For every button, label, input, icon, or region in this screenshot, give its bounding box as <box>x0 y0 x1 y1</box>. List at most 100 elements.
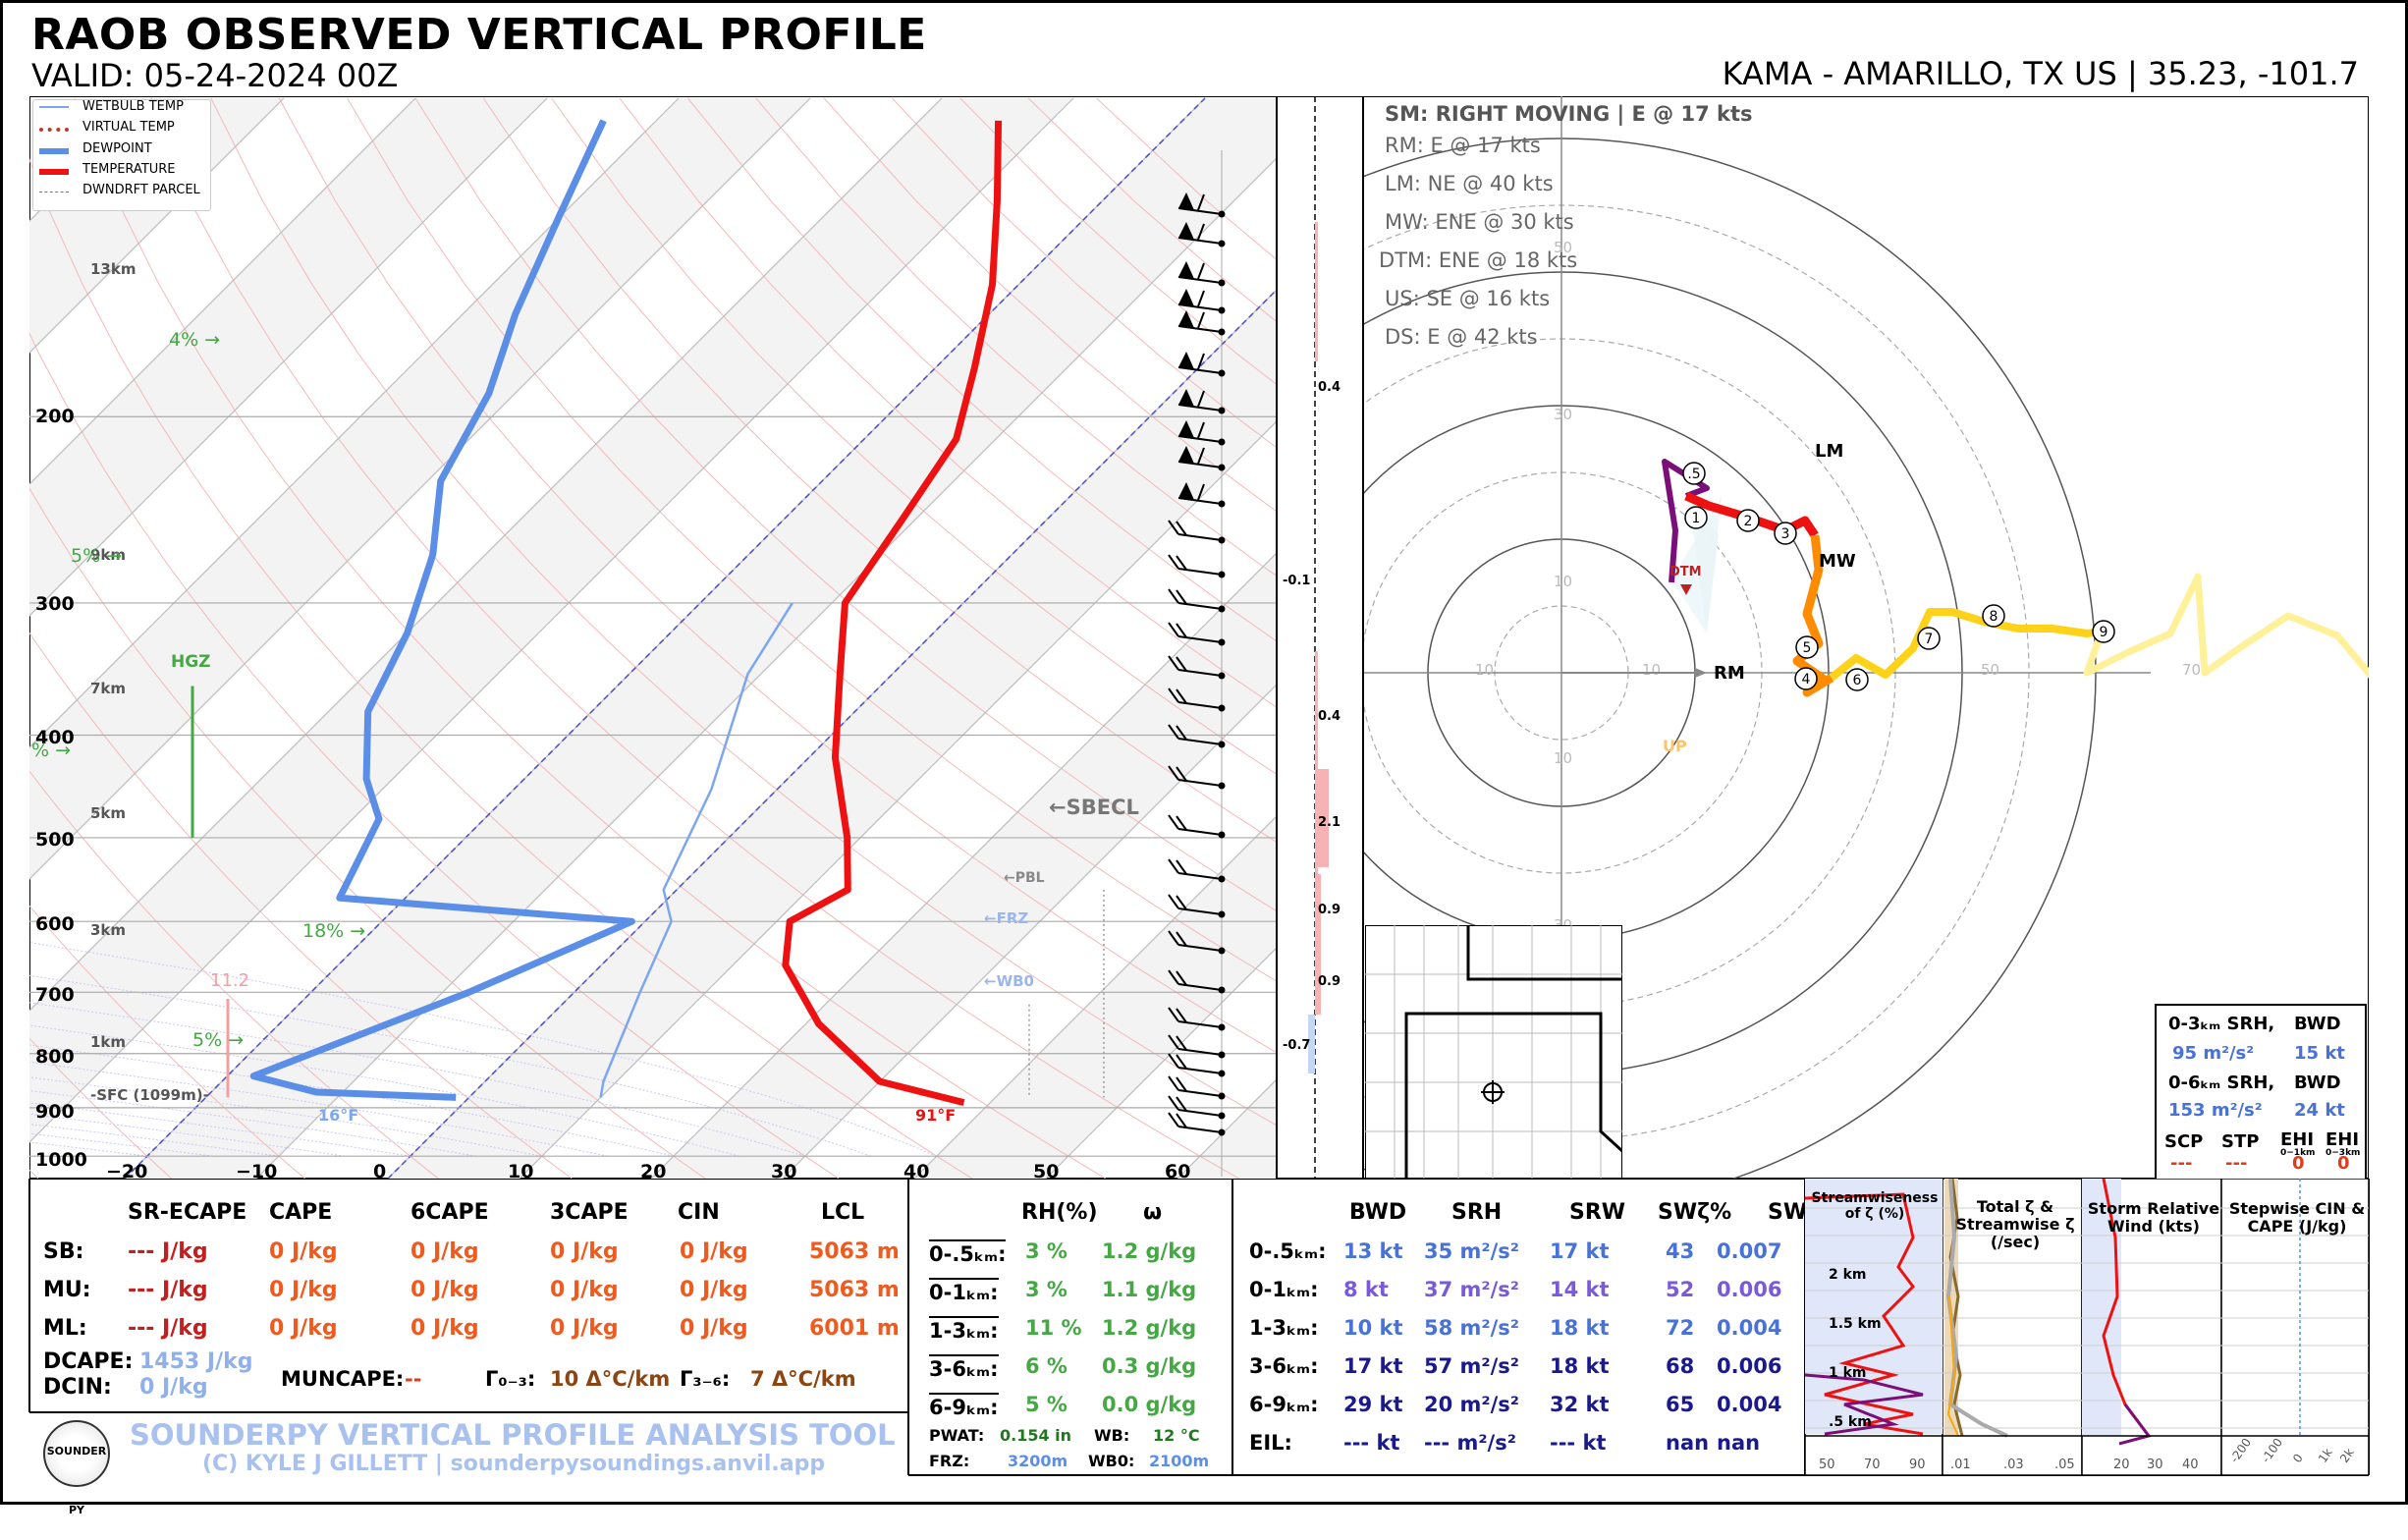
wind-barb <box>1177 192 1226 218</box>
ehi1-value: 0 <box>2292 1153 2305 1174</box>
thermo-cell: 0 J/kg <box>269 1239 338 1264</box>
ring-label: 30 <box>1554 406 1572 423</box>
height-label: 5km <box>90 804 127 822</box>
kin-cell: 58 m²/s² <box>1424 1316 1519 1340</box>
kin-cell: 57 m²/s² <box>1424 1354 1519 1378</box>
height-label: 9km <box>90 546 127 564</box>
wind-barb <box>1168 655 1226 680</box>
lr36-value: 7 Δ°C/km <box>750 1367 856 1391</box>
rh-label: 4% → <box>169 329 221 351</box>
kin-cell: --- m²/s² <box>1424 1431 1516 1455</box>
kin-cell: 18 kt <box>1550 1316 1610 1340</box>
dcin-value: 0 J/kg <box>139 1375 208 1400</box>
frz-value: 3200m <box>1008 1452 1068 1470</box>
up-label: UP <box>1663 737 1687 755</box>
kin-header: BWD <box>1349 1200 1407 1225</box>
mini-tick: .01 <box>1950 1458 1971 1472</box>
hodo-segment-0-1km <box>1662 459 1710 583</box>
height-label: -SFC (1099m)- <box>90 1086 209 1104</box>
rh-label: 5% → <box>71 545 123 567</box>
mini-height-label: 1.5 km <box>1829 1316 1882 1332</box>
hodo-segment-1-3km <box>1684 491 1819 538</box>
temp-tick: 0 <box>373 1161 387 1182</box>
wind-barb <box>1168 724 1226 748</box>
kin-cell: 68 <box>1666 1354 1695 1378</box>
thermo-cell: 0 J/kg <box>680 1278 748 1302</box>
legend-virtual: VIRTUAL TEMP <box>82 120 175 135</box>
station-location: KAMA - AMARILLO, TX US | 35.23, -101.7 <box>1722 55 2359 92</box>
kin-cell: 72 <box>1666 1316 1695 1340</box>
dcape-label: DCAPE: <box>43 1349 134 1374</box>
mini-title-cin-cape: Stepwise CIN & CAPE (J/kg) <box>2228 1199 2366 1236</box>
kin-cell: 35 m²/s² <box>1424 1239 1519 1263</box>
moist-rh: 6 % <box>1025 1354 1067 1378</box>
skewt-legend: WETBULB TEMP VIRTUAL TEMP DEWPOINT TEMPE… <box>32 99 211 211</box>
thermo-row-label: SB: <box>43 1239 84 1264</box>
wind-barb <box>1177 446 1226 471</box>
streamwise-line <box>1805 1192 1924 1436</box>
wind-barb <box>1168 765 1226 790</box>
thermo-cell: 0 J/kg <box>550 1316 619 1341</box>
lr03-value: 10 Δ°C/km <box>550 1367 671 1391</box>
mini-height-label: 1 km <box>1829 1365 1867 1381</box>
omega-bar <box>1315 874 1321 970</box>
wind-barb <box>1168 520 1226 544</box>
dtm-label: DTM <box>1669 565 1702 579</box>
thermo-cell: --- J/kg <box>128 1278 208 1302</box>
valid-time: VALID: 05-24-2024 00Z <box>31 57 399 94</box>
wind-barb <box>1177 289 1226 314</box>
wind-barb <box>1177 420 1226 446</box>
storm-motion-title: SM: RIGHT MOVING | E @ 17 kts <box>1385 102 1753 126</box>
kin-row-label: 1-3ₖₘ: <box>1249 1316 1319 1340</box>
pressure-tick: 700 <box>35 984 75 1006</box>
kin-row-label: 6-9ₖₘ: <box>1249 1393 1319 1416</box>
skewt-plot <box>29 96 1277 1179</box>
wind-barb <box>1168 688 1226 712</box>
temp-tick: 20 <box>640 1161 667 1182</box>
wind-barb <box>1177 222 1226 248</box>
brand-title: SOUNDERPY VERTICAL PROFILE ANALYSIS TOOL <box>130 1418 896 1452</box>
temp-tick: 60 <box>1165 1161 1191 1182</box>
storm-motion-item: DS: E @ 42 kts <box>1385 325 1538 349</box>
moist-rh: 3 % <box>1025 1278 1067 1301</box>
total-vorticity-line <box>1948 1179 1964 1437</box>
thermo-row-label: MU: <box>43 1278 91 1302</box>
ehi3-label: EHI <box>2326 1129 2360 1150</box>
wb0-label: ←WB0 <box>984 972 1034 990</box>
omega-label: -0.1 <box>1283 574 1310 588</box>
svg-text:7: 7 <box>1925 632 1934 647</box>
svg-text:4: 4 <box>1802 672 1811 688</box>
bwd06-value: 24 kt <box>2294 1100 2345 1121</box>
wb-label: WB: <box>1094 1426 1130 1445</box>
pressure-tick: 900 <box>35 1101 75 1123</box>
dcin-label: DCIN: <box>43 1375 112 1400</box>
sbecl-label: ←SBECL <box>1049 796 1139 819</box>
wb-value: 12 °C <box>1153 1426 1200 1445</box>
svg-text:.5: .5 <box>1687 467 1700 482</box>
wind-barb <box>1168 930 1226 955</box>
storm-motion-item: US: SE @ 16 kts <box>1385 287 1551 310</box>
wind-barb <box>1168 969 1226 994</box>
bwd06-label: BWD <box>2294 1072 2341 1093</box>
sfc-dew-label: 16°F <box>318 1106 359 1125</box>
srh06-label: 0-6ₖₘ SRH, <box>2168 1072 2275 1093</box>
wind-barb <box>1168 1112 1226 1136</box>
height-marker: 6 <box>1845 668 1869 691</box>
height-marker: 4 <box>1794 667 1818 690</box>
thermo-header: CAPE <box>269 1200 333 1225</box>
omega-label: 0.4 <box>1318 380 1341 395</box>
mini-title-srwind: Storm Relative Wind (kts) <box>2087 1199 2220 1236</box>
temp-tick: 30 <box>771 1161 797 1182</box>
brand-credit: (C) KYLE J GILLETT | sounderpysoundings.… <box>202 1452 826 1476</box>
series-dewpoint <box>249 119 635 1101</box>
frz-label: FRZ: <box>929 1452 970 1470</box>
thermo-header: CIN <box>678 1200 720 1225</box>
legend-temperature: TEMPERATURE <box>82 162 176 177</box>
moist-row-label: 6-9ₖₘ: <box>929 1393 999 1420</box>
height-label: 1km <box>90 1033 127 1051</box>
storm-motion-item: MW: ENE @ 30 kts <box>1385 210 1574 234</box>
kin-cell: 0.006 <box>1717 1354 1782 1378</box>
ehi1-sub: 0−1km <box>2280 1148 2316 1158</box>
kin-row-label: 0-1ₖₘ: <box>1249 1278 1319 1301</box>
thermo-cell: 0 J/kg <box>680 1316 748 1341</box>
